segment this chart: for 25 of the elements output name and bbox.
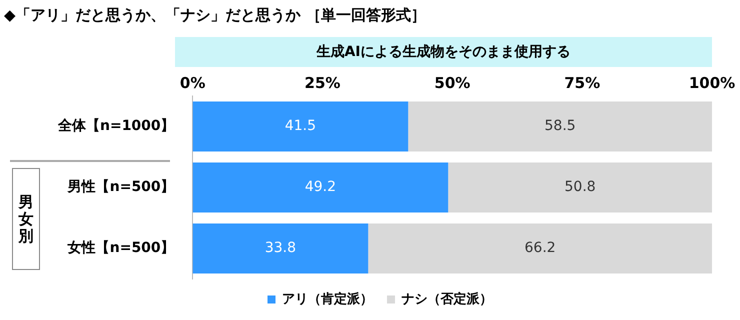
bar <box>192 101 408 152</box>
legend-label: ナシ（否定派） <box>402 290 492 307</box>
data-label: 50.8 <box>564 179 596 196</box>
x-tick-label: 100% <box>688 74 736 92</box>
bar <box>448 162 712 213</box>
legend-label: アリ（肯定派） <box>282 290 373 307</box>
data-label: 58.5 <box>544 118 576 134</box>
data-label: 66.2 <box>524 240 556 256</box>
data-label: 33.8 <box>264 240 296 256</box>
y-tick-label: 全体【n=1000】 <box>56 118 175 134</box>
x-tick-label: 50% <box>434 74 470 92</box>
bar <box>408 101 712 152</box>
bar <box>192 162 448 213</box>
x-tick-label: 0% <box>180 74 206 92</box>
y-tick-label: 女性【n=500】 <box>66 240 175 256</box>
data-label: 49.2 <box>304 179 336 196</box>
bar <box>368 223 712 274</box>
x-tick-label: 25% <box>304 74 340 92</box>
chart-subtitle: 生成AIによる生成物をそのまま使用する <box>175 37 712 67</box>
x-tick-label: 75% <box>564 74 600 92</box>
group-label-box: 男女別 <box>12 168 40 270</box>
data-label: 41.5 <box>284 118 316 134</box>
chart-title: ◆「アリ」だと思うか、「ナシ」だと思うか ［単一回答形式］ <box>4 6 426 25</box>
bar <box>192 223 368 274</box>
y-tick-label: 男性【n=500】 <box>66 179 175 196</box>
